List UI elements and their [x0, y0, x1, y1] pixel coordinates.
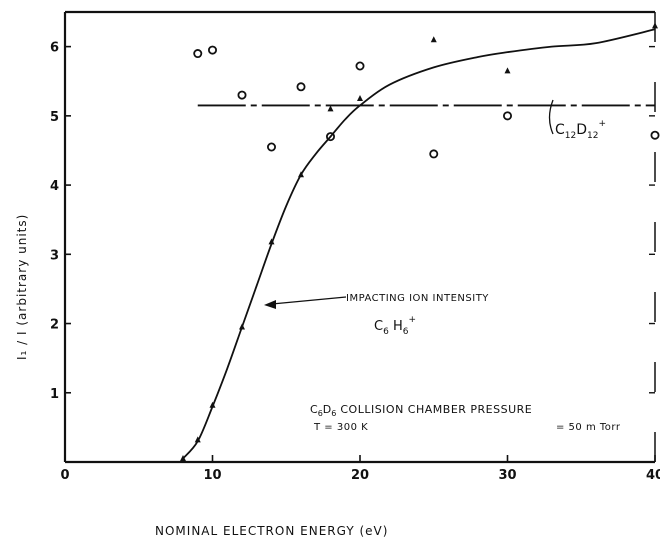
x-axis-title: NOMINAL ELECTRON ENERGY (eV)	[155, 524, 388, 538]
circle-point	[650, 130, 660, 140]
data-markers	[180, 22, 660, 462]
chamber-note-line1: C6D6 COLLISION CHAMBER PRESSURE	[310, 403, 532, 418]
circle-point	[355, 61, 365, 71]
chamber-temperature: T = 300 K	[313, 422, 368, 433]
triangle-point	[268, 238, 275, 245]
chamber-note: C6D6 COLLISION CHAMBER PRESSURE T = 300 …	[310, 403, 621, 433]
triangle-point	[357, 95, 363, 102]
triangle-point	[504, 67, 511, 74]
triangle-point	[209, 401, 216, 408]
x-tick-label: 30	[498, 468, 516, 483]
triangle-point	[327, 105, 334, 112]
plot-frame	[63, 10, 656, 464]
y-tick-label: 4	[50, 179, 59, 194]
y-tick-label: 5	[50, 110, 59, 125]
circle-point	[266, 142, 276, 152]
x-tick-label: 10	[203, 468, 221, 483]
y-tick-label: 6	[50, 41, 59, 56]
circle-point	[207, 45, 217, 55]
impacting-ion-formula: C6 H6+	[374, 315, 416, 337]
circle-point	[193, 49, 203, 59]
axis-ticks: 0 10 20 30 40 1 2 3 4 5 6	[50, 41, 660, 483]
triangle-point	[180, 455, 186, 462]
y-tick-label: 1	[50, 387, 59, 402]
circle-point	[429, 149, 439, 159]
x-tick-label: 40	[646, 468, 660, 483]
circle-point	[237, 90, 247, 100]
impacting-ion-annotation: IMPACTING ION INTENSITY C6 H6+	[264, 293, 489, 337]
triangle-point	[194, 436, 201, 443]
chamber-pressure: = 50 m Torr	[556, 422, 621, 433]
impacting-curve-layer	[182, 28, 656, 460]
circle-point	[325, 132, 335, 142]
y-tick-label: 2	[50, 318, 59, 333]
impacting-ion-series	[182, 28, 656, 460]
circle-point	[296, 82, 306, 92]
impacting-ion-label: IMPACTING ION INTENSITY	[346, 293, 489, 304]
triangle-point	[239, 323, 245, 330]
y-tick-label: 3	[50, 248, 59, 263]
x-tick-label: 0	[60, 468, 69, 483]
circle-point	[502, 111, 512, 121]
y-axis-title: I₁ / I (arbitrary units)	[15, 214, 29, 360]
triangle-point	[652, 22, 658, 29]
triangle-point	[430, 36, 437, 43]
x-tick-label: 20	[351, 468, 369, 483]
product-label: C12D12+	[555, 119, 606, 141]
triangle-point	[298, 171, 304, 178]
